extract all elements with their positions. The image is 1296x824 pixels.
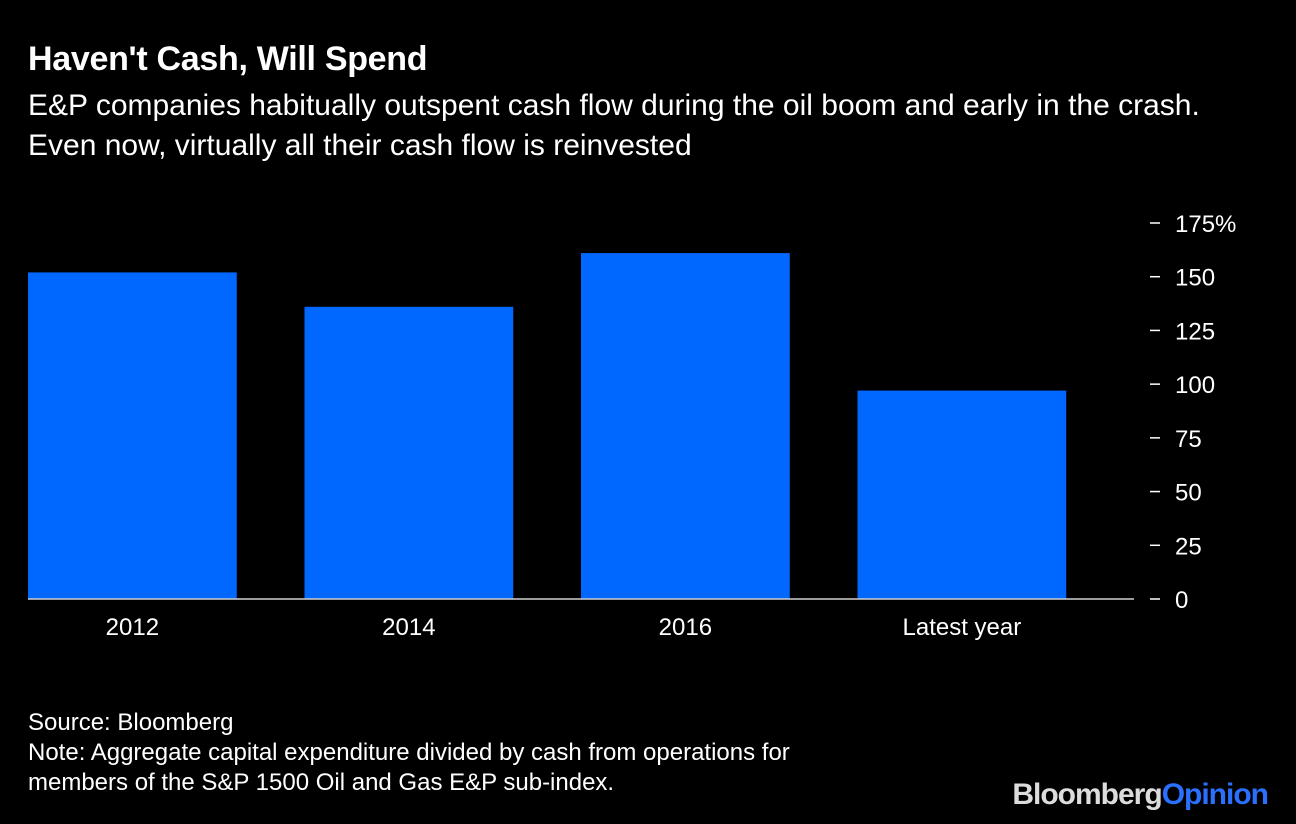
bloomberg-opinion-logo: BloombergOpinion — [1012, 778, 1269, 812]
logo-opinion: Opinion — [1161, 778, 1269, 811]
x-tick-label-1: 2014 — [382, 614, 435, 641]
y-tick-label-3: 75 — [1175, 426, 1202, 453]
y-tick-label-0: 0 — [1175, 587, 1188, 614]
y-tick-label-6: 150 — [1175, 265, 1215, 292]
source-text: Source: Bloomberg — [28, 709, 234, 736]
bar-3 — [857, 390, 1067, 599]
chart-footer: Source: Bloomberg Note: Aggregate capita… — [28, 708, 790, 798]
chart-subtitle: E&P companies habitually outspent cash f… — [28, 89, 1200, 162]
chart-title: Haven't Cash, Will Spend — [28, 40, 428, 78]
logo-bloomberg: Bloomberg — [1012, 778, 1162, 811]
y-tick-label-5: 125 — [1175, 318, 1215, 345]
bar-2 — [581, 253, 790, 599]
y-tick-label-7: 175% — [1175, 211, 1236, 238]
note-text-line1: Note: Aggregate capital expenditure divi… — [28, 739, 790, 766]
note-text-line2: members of the S&P 1500 Oil and Gas E&P … — [28, 769, 615, 796]
bar-0 — [28, 272, 237, 599]
x-tick-label-3: Latest year — [903, 614, 1022, 641]
y-tick-label-1: 25 — [1175, 533, 1202, 560]
x-tick-label-0: 2012 — [106, 614, 159, 641]
y-tick-label-2: 50 — [1175, 480, 1202, 507]
y-tick-label-4: 100 — [1175, 372, 1215, 399]
bar-1 — [304, 306, 514, 599]
x-tick-label-2: 2016 — [659, 614, 712, 641]
